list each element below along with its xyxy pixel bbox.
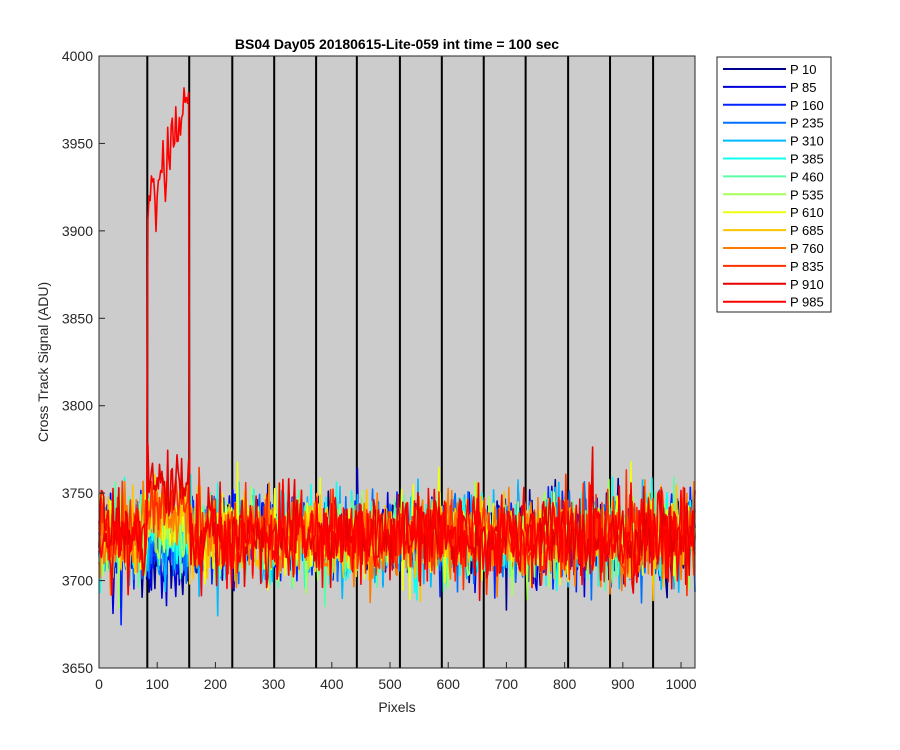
y-tick-label: 3950 bbox=[62, 135, 93, 151]
x-tick-label: 700 bbox=[495, 676, 519, 692]
legend-label: P 910 bbox=[790, 277, 824, 292]
y-tick-label: 3800 bbox=[62, 398, 93, 414]
x-tick-label: 800 bbox=[553, 676, 577, 692]
plot-frame bbox=[98, 55, 696, 669]
x-tick-label: 300 bbox=[262, 676, 286, 692]
legend-label: P 535 bbox=[790, 187, 824, 202]
y-tick-label: 3700 bbox=[62, 573, 93, 589]
legend-label: P 85 bbox=[790, 80, 817, 95]
y-tick-label: 4000 bbox=[62, 48, 93, 64]
y-axis: 3650 3700 3750 3800 3850 3900 3950 4000 bbox=[62, 48, 105, 676]
legend-label: P 610 bbox=[790, 205, 824, 220]
y-axis-label: Cross Track Signal (ADU) bbox=[35, 282, 51, 442]
y-tick-label: 3750 bbox=[62, 485, 93, 501]
x-axis: 0 100 200 300 400 500 600 700 800 900 1000 bbox=[95, 662, 697, 692]
legend-label: P 10 bbox=[790, 62, 817, 77]
x-tick-label: 500 bbox=[378, 676, 402, 692]
y-tick-label: 3850 bbox=[62, 310, 93, 326]
legend-label: P 310 bbox=[790, 134, 824, 149]
legend-label: P 160 bbox=[790, 98, 824, 113]
legend-box bbox=[716, 56, 832, 313]
legend-label: P 835 bbox=[790, 259, 824, 274]
legend-label: P 685 bbox=[790, 223, 824, 238]
x-tick-label: 100 bbox=[146, 676, 170, 692]
legend-label: P 985 bbox=[790, 295, 824, 310]
x-tick-label: 900 bbox=[611, 676, 635, 692]
y-tick-label: 3900 bbox=[62, 223, 93, 239]
legend-label: P 235 bbox=[790, 116, 824, 131]
legend: P 10 P 85 P 160 P 235 P 310 P 385 P 460 P 535 P … bbox=[716, 56, 832, 313]
x-tick-label: 1000 bbox=[665, 676, 696, 692]
x-tick-label: 0 bbox=[95, 676, 103, 692]
y-tick-label: 3650 bbox=[62, 660, 93, 676]
x-axis-label: Pixels bbox=[378, 699, 415, 715]
x-tick-label: 200 bbox=[204, 676, 228, 692]
legend-label: P 760 bbox=[790, 241, 824, 256]
series-lines bbox=[98, 87, 696, 626]
legend-label: P 460 bbox=[790, 169, 824, 184]
legend-label: P 385 bbox=[790, 152, 824, 167]
series-line-p-985 bbox=[98, 87, 696, 597]
chart-title: BS04 Day05 20180615-Lite-059 int time = … bbox=[235, 36, 559, 52]
series-line-p-835 bbox=[98, 466, 696, 597]
x-tick-label: 600 bbox=[437, 676, 461, 692]
x-tick-label: 400 bbox=[320, 676, 344, 692]
